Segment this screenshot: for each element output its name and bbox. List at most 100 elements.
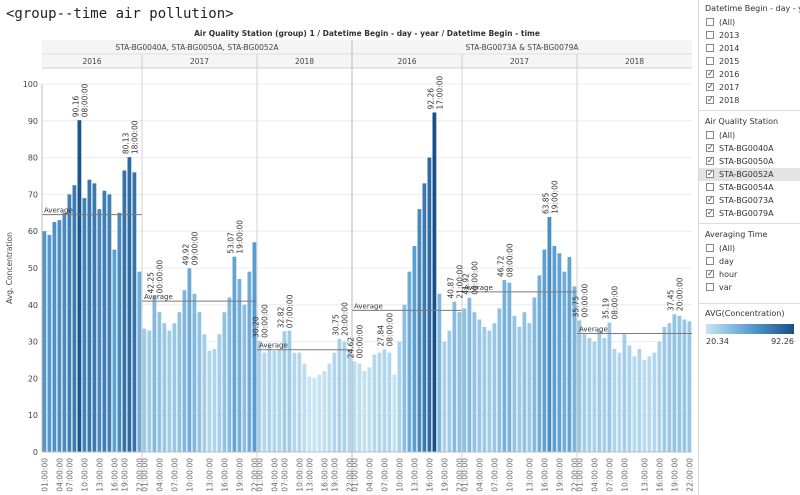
bar-time-label: 19:00:00 [551, 180, 560, 214]
station-option-sta-bg0052a[interactable]: ✓ STA-BG0052A [699, 168, 800, 181]
year-option-all[interactable]: (All) [699, 16, 800, 29]
year-option-2017[interactable]: ✓ 2017 [699, 81, 800, 94]
bar [172, 323, 177, 452]
x-tick-label: 04:00:00 [366, 458, 375, 492]
bar [367, 367, 372, 452]
checkbox[interactable]: ✓ [706, 143, 714, 152]
x-tick-label: 22:00:00 [686, 458, 695, 492]
station-option-sta-bg0040a[interactable]: ✓ STA-BG0040A [699, 142, 800, 155]
bar [42, 231, 47, 452]
year-option-2014[interactable]: 2014 [699, 42, 800, 55]
averaging-option-day[interactable]: day [699, 255, 800, 268]
bar [632, 356, 637, 452]
checkbox[interactable] [706, 244, 714, 252]
color-legend-card: AVG(Concentration) 20.34 92.26 [699, 307, 800, 352]
bar [652, 352, 657, 452]
bar [507, 282, 512, 452]
y-tick-label: 80 [28, 154, 38, 163]
option-label: 2016 [719, 70, 740, 79]
x-tick-label: 22:00:00 [251, 458, 260, 492]
x-tick-label: 07:00:00 [171, 458, 180, 492]
x-tick-label: 19:00:00 [331, 458, 340, 492]
bar [47, 234, 52, 452]
checkbox[interactable]: ✓ [706, 82, 714, 91]
checkbox[interactable] [706, 257, 714, 265]
bar [607, 322, 612, 452]
bar [492, 323, 497, 452]
average-label: Average [354, 302, 383, 310]
x-tick-label: 22:00:00 [571, 458, 580, 492]
year-option-2013[interactable]: 2013 [699, 29, 800, 42]
bar-value-label: 27.84 [377, 325, 386, 347]
bar [642, 360, 647, 452]
bar [107, 194, 112, 452]
bar-value-label: 46.72 [497, 255, 506, 277]
x-tick-label: 07:00:00 [66, 458, 75, 492]
checkbox[interactable] [706, 44, 714, 52]
bar-value-label: 41.92 [462, 273, 471, 295]
color-legend-ramp [706, 324, 794, 334]
bar-value-label: 37.45 [667, 289, 676, 311]
station-option-all[interactable]: (All) [699, 129, 800, 142]
checkbox[interactable] [706, 183, 714, 191]
x-tick-label: 04:00:00 [56, 458, 65, 492]
option-label: var [719, 283, 732, 292]
bar [112, 249, 117, 452]
group-header-label: STA-BG0040A, STA-BG0050A, STA-BG0052A [115, 43, 279, 52]
bar [562, 271, 567, 452]
bar [127, 157, 132, 453]
checkbox[interactable]: ✓ [706, 95, 714, 104]
checkbox[interactable]: ✓ [706, 208, 714, 217]
y-tick-label: 10 [28, 411, 38, 420]
checkbox[interactable]: ✓ [706, 195, 714, 204]
averaging-option-all[interactable]: (All) [699, 242, 800, 255]
bar [247, 271, 252, 452]
bar [567, 256, 572, 452]
year-filter-title: Datetime Begin - day - y... [705, 4, 800, 13]
checkbox[interactable] [706, 31, 714, 39]
year-option-2016[interactable]: ✓ 2016 [699, 68, 800, 81]
bar [572, 286, 577, 452]
bar-value-label: 32.82 [277, 307, 286, 329]
station-option-sta-bg0050a[interactable]: ✓ STA-BG0050A [699, 155, 800, 168]
checkbox[interactable]: ✓ [706, 169, 714, 178]
year-header-label: 2016 [82, 57, 101, 66]
checkbox[interactable]: ✓ [706, 69, 714, 78]
bar [292, 352, 297, 452]
average-label: Average [464, 284, 493, 292]
station-option-sta-bg0073a[interactable]: ✓ STA-BG0073A [699, 194, 800, 207]
bar [497, 308, 502, 452]
option-label: hour [719, 270, 738, 279]
year-option-2015[interactable]: 2015 [699, 55, 800, 68]
bar [357, 363, 362, 452]
checkbox[interactable] [706, 18, 714, 26]
bar-time-label: 08:00:00 [506, 243, 515, 277]
checkbox[interactable]: ✓ [706, 156, 714, 165]
bar [307, 376, 312, 452]
checkbox[interactable]: ✓ [706, 269, 714, 278]
checkbox[interactable] [706, 57, 714, 65]
station-option-sta-bg0054a[interactable]: STA-BG0054A [699, 181, 800, 194]
bar [52, 222, 57, 452]
option-label: (All) [719, 244, 736, 253]
x-tick-label: 16:00:00 [111, 458, 120, 492]
x-tick-label: 01:00:00 [461, 458, 470, 492]
year-header-label: 2017 [190, 57, 209, 66]
station-option-sta-bg0079a[interactable]: ✓ STA-BG0079A [699, 207, 800, 220]
bar [352, 361, 357, 452]
year-option-2018[interactable]: ✓ 2018 [699, 94, 800, 107]
averaging-option-var[interactable]: var [699, 281, 800, 294]
bar [527, 323, 532, 452]
averaging-option-hour[interactable]: ✓ hour [699, 268, 800, 281]
checkbox[interactable] [706, 131, 714, 139]
bar [477, 319, 482, 452]
option-label: STA-BG0054A [719, 183, 774, 192]
checkbox[interactable] [706, 283, 714, 291]
x-tick-label: 10:00:00 [81, 458, 90, 492]
bar-time-label: 00:00:00 [356, 324, 365, 358]
bar-value-label: 49.92 [182, 244, 191, 266]
option-label: 2015 [719, 57, 740, 66]
bar [397, 341, 402, 452]
x-tick-label: 19:00:00 [441, 458, 450, 492]
bar [382, 349, 387, 452]
